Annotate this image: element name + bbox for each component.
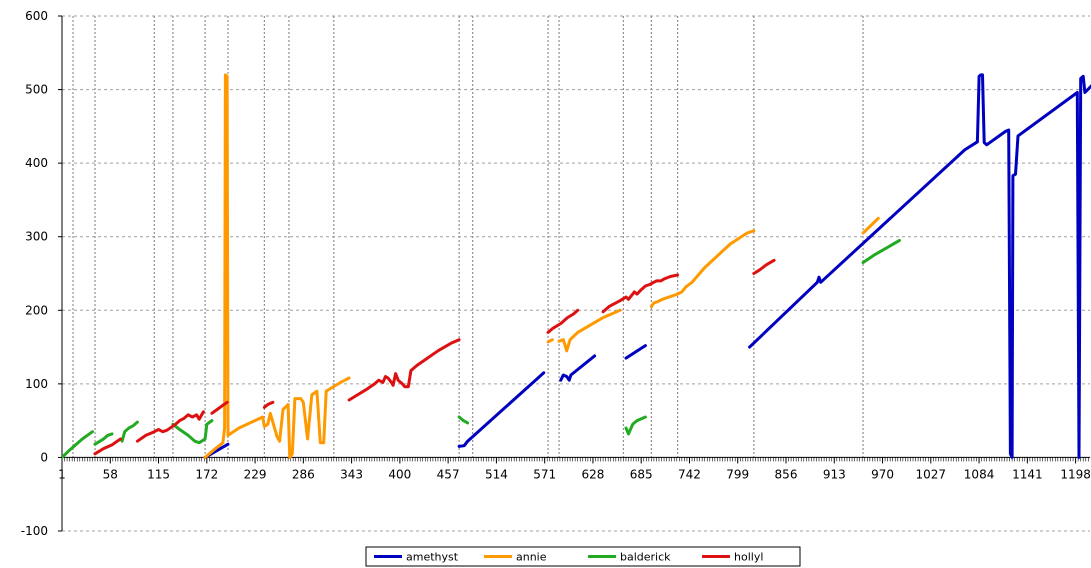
x-tick-label: 115 <box>147 467 170 481</box>
legend-label-hollyl: hollyl <box>734 551 763 564</box>
series-line-hollyl <box>752 258 776 275</box>
series-line-hollyl <box>546 308 580 334</box>
series-amethyst <box>203 73 1091 459</box>
series-line-amethyst <box>457 371 546 448</box>
series-line-balderick <box>93 432 114 446</box>
y-tick-label: 500 <box>25 83 48 97</box>
x-tick-label: 1027 <box>916 467 947 481</box>
x-tick-label: 286 <box>292 467 315 481</box>
grid-layer <box>62 15 1090 532</box>
x-tick-label: 856 <box>775 467 798 481</box>
x-tick-label: 1084 <box>964 467 995 481</box>
x-tick-label: 799 <box>726 467 749 481</box>
y-tick-label: 100 <box>25 377 48 391</box>
series-line-hollyl <box>262 400 275 409</box>
legend-label-balderick: balderick <box>620 551 671 564</box>
series-line-balderick <box>457 415 470 425</box>
y-tick-label: 0 <box>40 450 48 464</box>
series-hollyl <box>93 258 776 456</box>
legend: amethyst annie balderick hollyl <box>365 546 801 567</box>
series-line-annie <box>557 308 622 353</box>
series-line-hollyl <box>210 400 229 415</box>
series-annie <box>203 73 880 459</box>
series-line-hollyl <box>135 410 205 443</box>
series-line-annie <box>546 338 554 344</box>
x-tick-label: 172 <box>195 467 218 481</box>
x-tick-label: 1141 <box>1012 467 1043 481</box>
series-line-balderick <box>861 238 901 264</box>
y-tick-label: 400 <box>25 156 48 170</box>
y-tick-label: 300 <box>25 230 48 244</box>
legend-label-annie: annie <box>516 551 547 564</box>
series-balderick <box>62 238 901 459</box>
legend-box <box>365 546 801 567</box>
series-line-hollyl <box>347 338 461 402</box>
legend-label-amethyst: amethyst <box>406 551 459 564</box>
x-tick-label: 1 <box>58 467 66 481</box>
x-minor-ticks <box>61 457 1089 462</box>
x-tick-label: 628 <box>581 467 604 481</box>
x-tick-label: 742 <box>678 467 701 481</box>
y-tick-label: 600 <box>25 9 48 23</box>
x-tick-label: 343 <box>340 467 363 481</box>
series-line-amethyst <box>559 354 597 382</box>
series-line-balderick <box>624 415 647 436</box>
x-tick-label: 571 <box>533 467 556 481</box>
y-tick-label: -100 <box>21 524 48 538</box>
x-tick-label: 970 <box>871 467 894 481</box>
y-tick-label: 200 <box>25 303 48 317</box>
x-tick-label: 685 <box>630 467 653 481</box>
x-tick-label: 58 <box>103 467 118 481</box>
x-tick-label: 514 <box>485 467 508 481</box>
x-tick-label: 913 <box>823 467 846 481</box>
series-line-annie <box>203 73 351 459</box>
axis-layer: -100 0 100 200 300 400 500 600 1 58 115 172 229 286 34… <box>21 9 1091 538</box>
x-tick-label: 229 <box>244 467 267 481</box>
series-line-balderick <box>120 420 139 443</box>
x-tick-label: 457 <box>437 467 460 481</box>
x-tick-label: 400 <box>388 467 411 481</box>
series-line-hollyl <box>601 273 680 314</box>
vertical-marker-layer <box>72 16 864 458</box>
series-line-annie <box>649 229 756 309</box>
series-line-balderick <box>62 430 94 459</box>
series-line-balderick <box>171 419 214 445</box>
series-line-amethyst <box>748 73 1091 459</box>
series-layer <box>62 73 1091 459</box>
x-tick-label: 1198 <box>1060 467 1091 481</box>
series-line-hollyl <box>93 437 122 456</box>
series-line-annie <box>861 216 880 235</box>
series-line-amethyst <box>624 344 647 360</box>
